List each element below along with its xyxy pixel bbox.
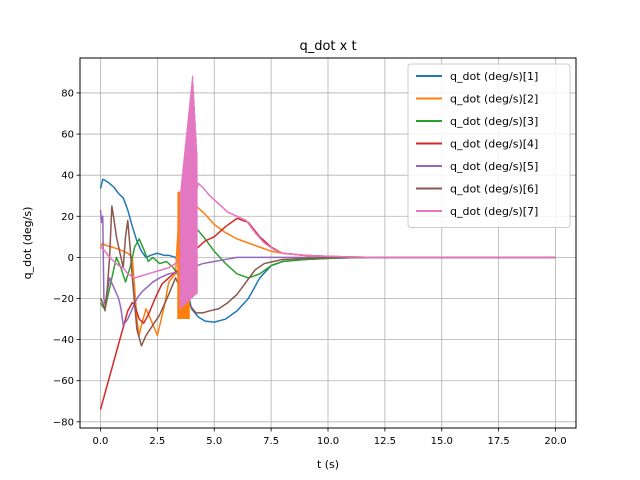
chart-title: q_dot x t <box>299 39 356 54</box>
series-line-7 <box>99 182 556 279</box>
y-tick-label: −40 <box>53 335 74 346</box>
axis-ticks: 0.0 2.5 5.0 7.5 10.0 12.5 15.0 17.5 20.0 −80 −60 −4… <box>53 88 567 447</box>
legend: q_dot (deg/s)[1] q_dot (deg/s)[2] q_dot (d… <box>407 63 571 228</box>
y-tick-label: 0 <box>68 253 74 264</box>
legend-box <box>407 63 571 228</box>
x-tick-label: 2.5 <box>149 436 165 447</box>
legend-label: q_dot (deg/s)[6] <box>450 183 538 196</box>
y-tick-label: 80 <box>61 88 74 99</box>
series-line-6 <box>99 205 556 347</box>
x-tick-label: 10.0 <box>317 436 339 447</box>
legend-label: q_dot (deg/s)[1] <box>450 70 538 83</box>
oscillation-bands <box>177 75 198 320</box>
x-tick-label: 0.0 <box>93 436 109 447</box>
x-tick-label: 20.0 <box>544 436 566 447</box>
legend-label: q_dot (deg/s)[4] <box>450 138 538 151</box>
x-tick-label: 7.5 <box>263 436 279 447</box>
series-2-oscillation <box>177 191 190 320</box>
x-tick-label: 12.5 <box>374 436 396 447</box>
x-tick-label: 17.5 <box>488 436 510 447</box>
legend-label: q_dot (deg/s)[7] <box>450 205 538 218</box>
y-tick-label: 20 <box>61 212 74 223</box>
y-tick-label: 60 <box>61 130 74 141</box>
x-axis-title: t (s) <box>317 458 339 471</box>
x-tick-label: 15.0 <box>431 436 453 447</box>
x-tick-label: 5.0 <box>206 436 222 447</box>
legend-label: q_dot (deg/s)[2] <box>450 93 538 106</box>
y-tick-label: −20 <box>53 294 74 305</box>
legend-label: q_dot (deg/s)[5] <box>450 160 538 173</box>
legend-label: q_dot (deg/s)[3] <box>450 115 538 128</box>
y-axis-title: q_dot (deg/s) <box>21 207 34 280</box>
series-7-oscillation <box>179 75 198 309</box>
y-tick-label: −80 <box>53 417 74 428</box>
y-tick-label: −60 <box>53 376 74 387</box>
y-tick-label: 40 <box>61 171 74 182</box>
